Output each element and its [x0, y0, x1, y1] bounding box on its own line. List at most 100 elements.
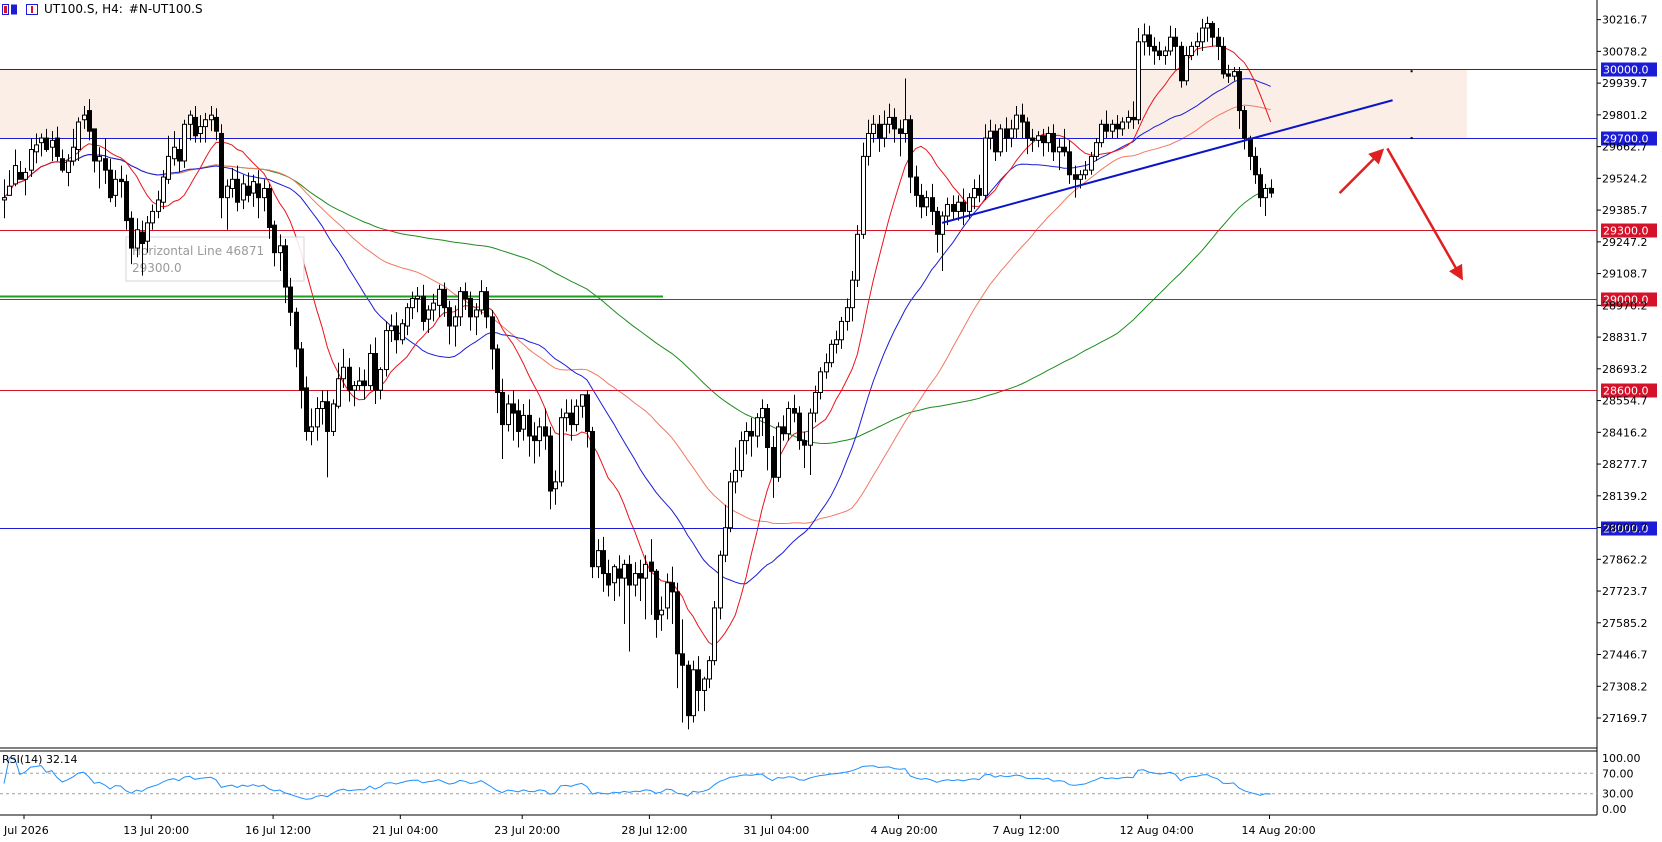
candle-bear[interactable] [977, 187, 982, 196]
candle-bear[interactable] [781, 426, 786, 435]
candle-bull[interactable] [633, 573, 638, 586]
candle-bear[interactable] [468, 298, 473, 318]
candle-bull[interactable] [718, 554, 723, 609]
candle-bear[interactable] [55, 137, 60, 157]
candle-bull[interactable] [1205, 22, 1210, 29]
candle-bull[interactable] [453, 316, 458, 327]
candle-bull[interactable] [23, 171, 28, 180]
candle-bear[interactable] [1062, 146, 1067, 153]
candle-bear[interactable] [1030, 137, 1035, 141]
candle-bull[interactable] [940, 215, 945, 235]
candle-bull[interactable] [474, 309, 479, 318]
candle-bear[interactable] [543, 426, 548, 437]
candle-bear[interactable] [765, 408, 770, 448]
candle-bear[interactable] [569, 412, 574, 426]
candle-bull[interactable] [739, 440, 744, 471]
candle-bull[interactable] [71, 146, 76, 162]
candle-bear[interactable] [1067, 151, 1072, 176]
candle-bull[interactable] [813, 391, 818, 414]
candle-bear[interactable] [1147, 34, 1152, 47]
candle-bull[interactable] [320, 401, 325, 410]
candle-bull[interactable] [760, 408, 765, 419]
candle-bull[interactable] [336, 378, 341, 407]
candle-bull[interactable] [156, 199, 161, 212]
chart-symbol-icon[interactable] [2, 3, 18, 15]
candle-bear[interactable] [654, 570, 659, 620]
candle-bear[interactable] [638, 573, 643, 579]
candle-bull[interactable] [66, 160, 71, 173]
candle-bull[interactable] [1014, 114, 1019, 130]
candle-bear[interactable] [1157, 50, 1162, 57]
candle-bull[interactable] [1263, 187, 1268, 199]
candle-bear[interactable] [219, 132, 224, 199]
candle-bear[interactable] [288, 286, 293, 313]
candle-bull[interactable] [405, 307, 410, 327]
candle-bull[interactable] [1168, 36, 1173, 52]
candle-bull[interactable] [1078, 174, 1083, 180]
candle-bear[interactable] [797, 412, 802, 442]
candle-bear[interactable] [103, 158, 108, 171]
candle-bull[interactable] [431, 302, 436, 311]
candle-bear[interactable] [951, 204, 956, 212]
candle-bull[interactable] [659, 609, 664, 616]
candle-bull[interactable] [82, 114, 87, 121]
candle-bear[interactable] [373, 353, 378, 391]
candle-bear[interactable] [129, 217, 134, 249]
candle-bull[interactable] [7, 185, 12, 196]
candle-bull[interactable] [426, 309, 431, 320]
candle-bull[interactable] [596, 550, 601, 568]
candle-bull[interactable] [1120, 121, 1125, 130]
candle-bear[interactable] [516, 410, 521, 432]
candle-bull[interactable] [50, 139, 55, 148]
candle-bull[interactable] [437, 288, 442, 306]
candle-bull[interactable] [225, 185, 230, 199]
candle-bear[interactable] [532, 435, 537, 442]
candle-bull[interactable] [1046, 132, 1051, 144]
candle-bull[interactable] [400, 323, 405, 341]
candle-bear[interactable] [1152, 45, 1157, 52]
candle-bull[interactable] [97, 155, 102, 162]
candle-bear[interactable] [246, 185, 251, 196]
candle-bull[interactable] [1089, 155, 1094, 171]
candle-bear[interactable] [108, 169, 113, 199]
candle-bull[interactable] [315, 408, 320, 428]
candle-bull[interactable] [1036, 135, 1041, 141]
candle-bull[interactable] [903, 119, 908, 134]
candle-bull[interactable] [818, 371, 823, 393]
candle-bull[interactable] [824, 362, 829, 373]
candle-bear[interactable] [214, 116, 219, 132]
candle-bull[interactable] [612, 566, 617, 584]
candle-bull[interactable] [723, 527, 728, 556]
candle-bull[interactable] [967, 197, 972, 212]
candle-bear[interactable] [1173, 36, 1178, 47]
candle-bull[interactable] [161, 176, 166, 203]
candle-bull[interactable] [553, 481, 558, 490]
candle-bear[interactable] [362, 380, 367, 387]
candle-bull[interactable] [733, 469, 738, 483]
candle-bull[interactable] [887, 116, 892, 125]
candle-bear[interactable] [993, 130, 998, 153]
candle-bull[interactable] [331, 403, 336, 432]
candle-bull[interactable] [834, 339, 839, 345]
candle-bear[interactable] [92, 128, 97, 162]
candle-bull[interactable] [113, 178, 118, 196]
candle-bear[interactable] [235, 178, 240, 203]
candle-bear[interactable] [1237, 71, 1242, 112]
candle-bull[interactable] [34, 144, 39, 153]
candle-bull[interactable] [839, 320, 844, 341]
forecast-arrow[interactable] [1338, 148, 1385, 194]
candle-bear[interactable] [675, 591, 680, 655]
candle-bear[interactable] [898, 128, 903, 134]
candle-bear[interactable] [1004, 128, 1009, 139]
candle-bull[interactable] [76, 121, 81, 151]
candle-bull[interactable] [262, 187, 267, 199]
candle-bull[interactable] [182, 123, 187, 162]
candle-bear[interactable] [601, 550, 606, 575]
candle-bull[interactable] [1163, 50, 1168, 57]
candle-bull[interactable] [1189, 45, 1194, 57]
candle-bull[interactable] [384, 330, 389, 371]
candle-bear[interactable] [670, 582, 675, 593]
candle-bull[interactable] [410, 298, 415, 309]
candle-bear[interactable] [1258, 174, 1263, 199]
candle-bear[interactable] [771, 446, 776, 478]
